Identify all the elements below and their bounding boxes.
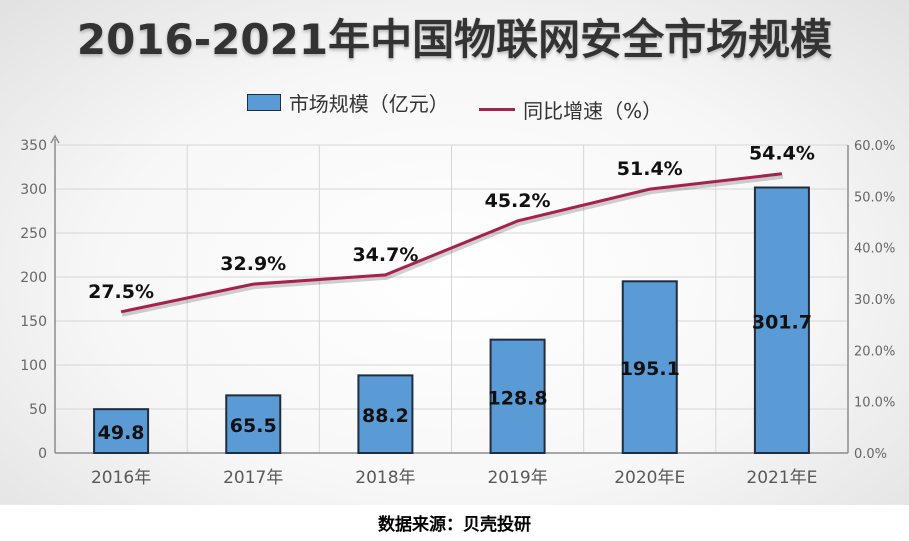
bar (621, 280, 678, 455)
y-right-tick-label: 0.0% (854, 447, 887, 462)
bar (489, 338, 546, 455)
x-tick-label: 2018年 (355, 468, 415, 488)
bar-data-label: 65.5 (230, 415, 277, 437)
legend: 市场规模（亿元） 同比增速（%） (0, 88, 909, 124)
bar (357, 374, 414, 454)
source-note: 数据来源：贝壳投研 (378, 515, 531, 535)
y-axis-left-arrow (50, 134, 60, 144)
line-data-label: 45.2% (485, 190, 551, 212)
y-left-tick-label: 300 (20, 182, 47, 198)
bar-data-label: 195.1 (620, 358, 680, 380)
bar (225, 394, 282, 454)
y-right-tick-label: 20.0% (854, 344, 895, 359)
legend-line-swatch (479, 108, 516, 111)
line-series (120, 172, 783, 314)
chart-plot: 0 50 100 150 200 250 300 350 0.0% 10.0% 20.0% 30.0%… (20, 134, 895, 488)
y-left-tick-label: 350 (20, 138, 47, 154)
bar (753, 186, 810, 454)
line-data-label: 27.5% (88, 281, 154, 303)
legend-item-bar: 市场规模（亿元） (246, 88, 449, 117)
legend-line-label: 同比增速（%） (523, 99, 663, 123)
y-right-tick-label: 10.0% (854, 396, 895, 411)
x-tick-label: 2019年 (487, 468, 547, 488)
line-data-label: 51.4% (617, 158, 683, 180)
line-data-label: 34.7% (352, 244, 418, 266)
legend-item-line: 同比增速（%） (479, 95, 662, 124)
y-right-tick-label: 60.0% (854, 139, 895, 154)
bar-data-label: 88.2 (362, 405, 409, 427)
legend-bar-swatch (246, 94, 281, 111)
bar-data-label: 128.8 (488, 387, 548, 409)
line-data-label: 54.4% (749, 143, 815, 165)
y-left-tick-label: 200 (20, 270, 47, 286)
legend-bar-label: 市场规模（亿元） (288, 92, 449, 116)
bar (93, 408, 150, 454)
bar-data-label: 49.8 (98, 422, 145, 444)
x-tick-label: 2021年E (746, 468, 817, 488)
y-left-tick-label: 0 (38, 446, 47, 462)
line-series-shadow (121, 174, 784, 317)
chart-title: 2016-2021年中国物联网安全市场规模 (76, 15, 833, 64)
y-left-tick-label: 100 (20, 358, 47, 374)
x-tick-label: 2016年 (91, 468, 151, 488)
x-tick-label: 2020年E (614, 468, 685, 488)
y-left-tick-label: 250 (20, 226, 47, 242)
x-tick-label: 2017年 (223, 468, 283, 488)
y-left-tick-label: 150 (20, 314, 47, 330)
bar-data-label: 301.7 (752, 311, 812, 333)
line-data-label: 32.9% (220, 253, 286, 275)
y-right-tick-label: 50.0% (854, 190, 895, 205)
y-right-tick-label: 30.0% (854, 293, 895, 308)
y-right-tick-label: 40.0% (854, 242, 895, 257)
y-left-tick-label: 50 (29, 402, 47, 418)
